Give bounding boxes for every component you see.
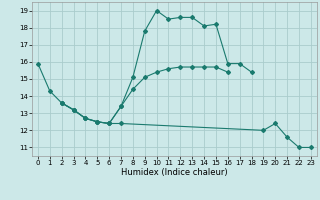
X-axis label: Humidex (Indice chaleur): Humidex (Indice chaleur) bbox=[121, 168, 228, 177]
